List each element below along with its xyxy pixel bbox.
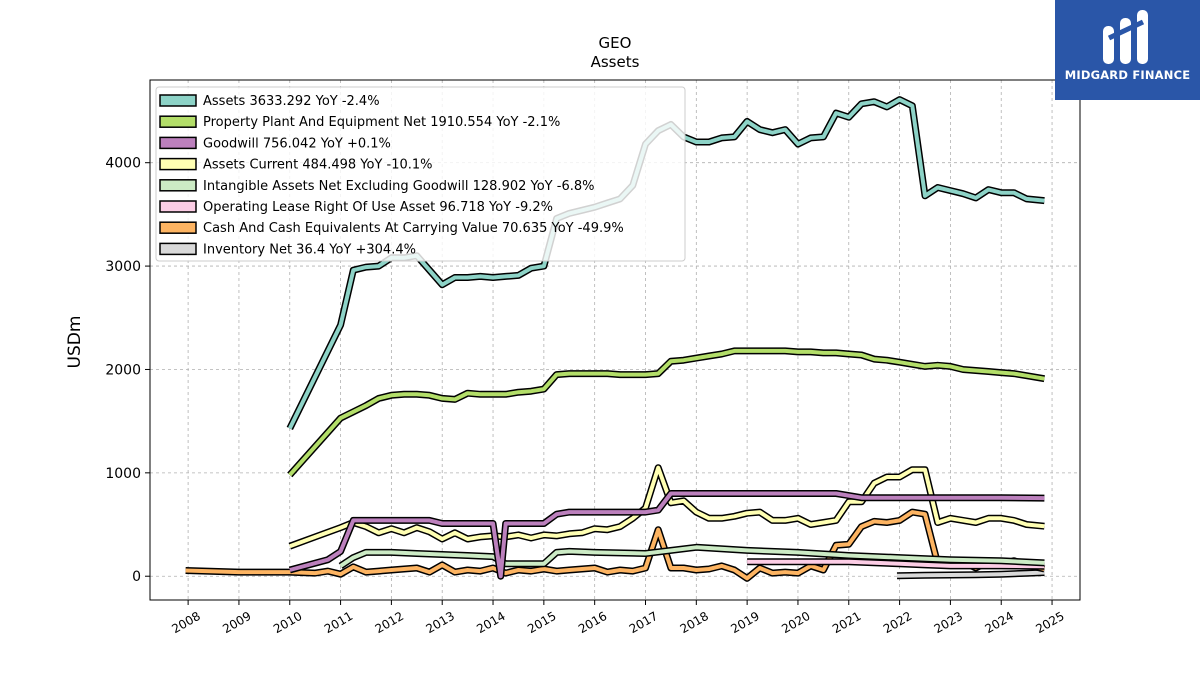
y-tick-label: 3000: [105, 259, 141, 275]
x-tick-label: 2018: [678, 609, 711, 636]
legend-entry: Cash And Cash Equivalents At Carrying Va…: [203, 221, 624, 236]
midgard-logo-icon: [1103, 10, 1148, 64]
legend-entry: Assets 3633.292 YoY -2.4%: [203, 94, 380, 109]
x-tick-label: 2012: [373, 609, 406, 636]
legend-entry: Intangible Assets Net Excluding Goodwill…: [203, 179, 594, 194]
legend-box: [155, 86, 686, 262]
chart-title: GEO: [599, 34, 632, 52]
x-tick-label: 2015: [525, 609, 558, 636]
x-tick-label: 2014: [474, 609, 507, 636]
legend: Assets 3633.292 YoY -2.4% Property Plant …: [155, 86, 686, 262]
brand-name: MIDGARD FINANCE: [1064, 68, 1191, 82]
x-tick-label: 2024: [983, 609, 1016, 636]
legend-swatch: [159, 179, 197, 192]
y-tick-label: 2000: [105, 362, 141, 378]
series-cash-and-cash-equivalents-at-carrying-value: [185, 508, 1046, 582]
x-tick-label: 2013: [423, 609, 456, 636]
legend-swatch: [159, 136, 197, 150]
x-tick-label: 2020: [779, 609, 812, 636]
series-line: [289, 465, 1045, 549]
x-tick-label: 2022: [881, 609, 914, 636]
series-outline: [185, 508, 1046, 582]
x-tick-label: 2019: [728, 609, 761, 636]
brand-logo: MIDGARD FINANCE: [1055, 0, 1200, 100]
x-tick-label: 2025: [1033, 609, 1066, 636]
series-intangible-assets-net-excluding-goodwill: [338, 543, 1045, 569]
legend-swatch: [159, 242, 197, 256]
legend-swatch: [159, 94, 197, 107]
legend-entry: Operating Lease Right Of Use Asset 96.71…: [203, 200, 553, 215]
x-tick-label: 2010: [271, 609, 304, 636]
series-line: [339, 545, 1045, 568]
series-goodwill: [288, 490, 1045, 580]
y-axis-label: USDm: [65, 316, 85, 369]
x-tick-label: 2008: [169, 609, 202, 636]
series-line: [896, 570, 1045, 578]
legend-entry: Goodwill 756.042 YoY +0.1%: [203, 136, 391, 151]
series-operating-lease-right-of-use-asset: [747, 558, 1045, 570]
series-lines: [185, 96, 1046, 582]
legend-swatch: [159, 221, 197, 234]
series-line: [185, 510, 1045, 581]
y-tick-label: 1000: [105, 466, 141, 482]
legend-swatch: [159, 157, 197, 171]
x-tick-label: 2021: [830, 609, 863, 636]
x-tick-label: 2023: [932, 609, 965, 636]
series-property-plant-and-equipment-net: [287, 347, 1045, 478]
legend-entry: Inventory Net 36.4 YoY +304.4%: [203, 242, 416, 257]
y-tick-label: 0: [132, 569, 141, 585]
y-tick-label: 4000: [105, 156, 141, 172]
x-tick-label: 2017: [627, 609, 660, 636]
series-line: [289, 491, 1045, 579]
legend-swatch: [159, 200, 197, 213]
legend-swatch: [159, 115, 197, 128]
chart-subtitle: Assets: [591, 53, 640, 71]
legend-entry: Property Plant And Equipment Net 1910.55…: [203, 115, 560, 130]
series-inventory-net: [896, 569, 1045, 580]
series-assets-current: [288, 464, 1045, 550]
x-tick-label: 2011: [322, 609, 355, 636]
x-tick-label: 2016: [576, 609, 609, 636]
plot-frame: [149, 79, 1081, 601]
series-line: [747, 559, 1045, 569]
legend-entry: Assets Current 484.498 YoY -10.1%: [203, 158, 433, 173]
series-line: [288, 348, 1045, 477]
x-tick-label: 2009: [220, 609, 253, 636]
